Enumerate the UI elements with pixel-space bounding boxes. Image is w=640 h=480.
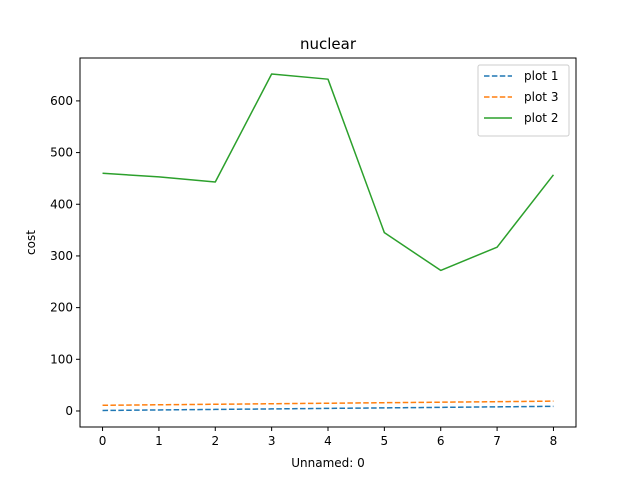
x-tick-label: 2 <box>211 434 219 448</box>
y-axis: 0 100 200 300 400 500 600 <box>50 94 80 418</box>
series-line-plot-3 <box>102 400 554 407</box>
x-tick-label: 6 <box>437 434 445 448</box>
y-tick-label: 100 <box>50 352 73 366</box>
x-tick-label: 8 <box>550 434 558 448</box>
y-tick-label: 500 <box>50 146 73 160</box>
legend-label: plot 2 <box>524 111 558 125</box>
x-tick-label: 7 <box>493 434 501 448</box>
legend: plot 1 plot 3 plot 2 <box>477 64 570 137</box>
x-axis: 0 1 2 3 4 5 6 7 8 <box>99 427 558 448</box>
legend-label: plot 3 <box>524 90 558 104</box>
series-line-plot-2 <box>102 73 555 272</box>
y-tick-label: 300 <box>50 249 73 263</box>
x-tick-label: 4 <box>324 434 332 448</box>
legend-label: plot 1 <box>524 69 558 83</box>
plot-area <box>102 73 555 412</box>
x-tick-label: 0 <box>99 434 107 448</box>
x-tick-label: 3 <box>268 434 276 448</box>
x-tick-label: 1 <box>155 434 163 448</box>
y-tick-label: 600 <box>50 94 73 108</box>
x-axis-label: Unnamed: 0 <box>291 456 365 470</box>
y-axis-label: cost <box>24 230 38 255</box>
y-tick-label: 200 <box>50 301 73 315</box>
series-line-plot-1 <box>102 405 554 412</box>
y-tick-label: 0 <box>65 404 73 418</box>
y-tick-label: 400 <box>50 197 73 211</box>
chart-title: nuclear <box>300 35 357 53</box>
x-tick-label: 5 <box>381 434 389 448</box>
